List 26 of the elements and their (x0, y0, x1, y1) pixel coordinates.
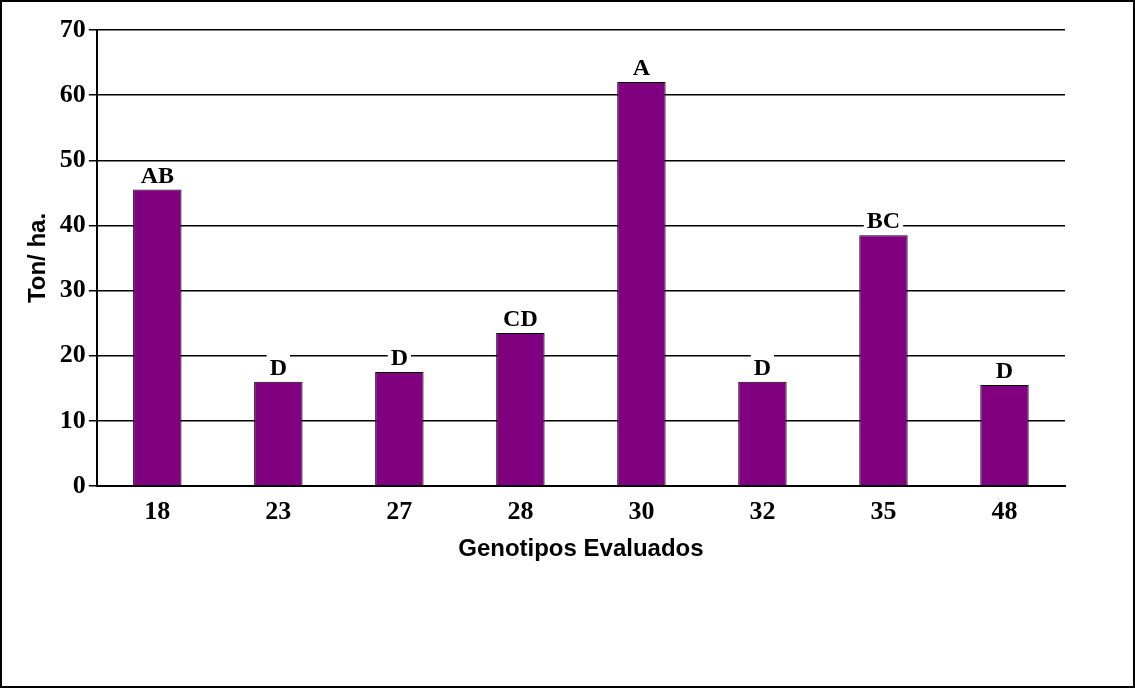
y-tick-label: 0 (72, 469, 86, 499)
y-axis-title: Ton/ ha. (23, 212, 51, 304)
annotation: CD (503, 305, 538, 332)
annotation: A (632, 54, 651, 81)
x-tick-label: 32 (749, 496, 776, 526)
x-tick-label: 30 (628, 496, 655, 526)
y-tick-label: 30 (59, 274, 86, 304)
annotation: D (390, 344, 409, 371)
x-axis-title: Genotipos Evaluados (458, 534, 704, 562)
annotation: D (753, 353, 772, 380)
y-tick-label: 50 (59, 144, 86, 173)
annotation: D (269, 353, 288, 380)
y-tick-label: 40 (59, 209, 86, 239)
x-tick-label: 18 (144, 496, 171, 526)
x-tick-label: 23 (265, 496, 292, 526)
annotation: D (995, 357, 1014, 384)
annotation: AB (140, 161, 174, 188)
x-tick-label: 35 (870, 496, 897, 526)
y-tick-label: 60 (59, 78, 86, 108)
y-tick-label: 10 (59, 404, 86, 434)
x-tick-label: 27 (386, 496, 413, 526)
x-tick-label: 48 (991, 496, 1018, 526)
x-tick-label: 28 (507, 496, 534, 526)
y-tick-label: 20 (59, 339, 86, 369)
annotation: BC (866, 207, 901, 234)
y-tick-label: 70 (59, 13, 86, 43)
